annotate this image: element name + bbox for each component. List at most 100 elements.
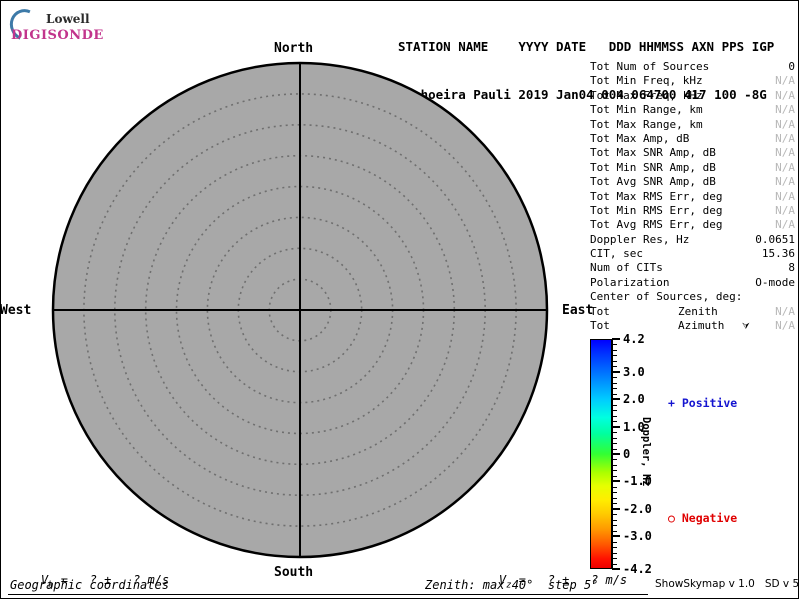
stat-label: Tot Avg RMS Err, deg: [590, 218, 723, 232]
vh-velocity-label: Vh = ? ± ? m/s: [12, 559, 169, 600]
colorbar-major-tick: [612, 370, 620, 373]
stat-row: Tot Max Amp, dB N/A: [590, 132, 795, 146]
colorbar-minor-tick: [612, 382, 617, 384]
stat-value: N/A: [775, 175, 795, 189]
stat-row: Doppler Res, Hz 0.0651: [590, 233, 795, 247]
doppler-colorbar: 4.2 3.0 2.0 1.0 0 -1.0 -2.0 -3.0 -4.2 Doppler, H…: [590, 333, 800, 575]
zenith-scale-label: Zenith: max 40° step 5°: [425, 578, 599, 592]
stat-value: N/A: [775, 160, 795, 174]
stat-row: Tot Num of Sources 0: [590, 60, 795, 74]
stat-row: Tot Avg RMS Err, deg N/A: [590, 218, 795, 232]
stat-value: N/A: [775, 189, 795, 203]
bottom-divider: [8, 594, 648, 595]
colorbar-major-tick: [612, 568, 620, 570]
colorbar-tick-label: 4.2: [623, 332, 645, 346]
colorbar-minor-tick: [612, 448, 617, 450]
stat-value: 0: [788, 60, 795, 73]
colorbar-gradient: [590, 339, 612, 569]
stat-label: Polarization: [590, 275, 670, 289]
colorbar-major-tick: [612, 425, 620, 428]
stat-value: 0.0651: [755, 232, 795, 246]
colorbar-minor-tick: [612, 464, 617, 466]
colorbar-minor-tick: [612, 525, 617, 527]
stat-label: Tot Max Freq, kHz: [590, 88, 703, 102]
colorbar-minor-tick: [612, 421, 617, 423]
stat-label: Tot Min Range, km: [590, 103, 703, 117]
colorbar-major-tick: [612, 480, 620, 483]
colorbar-minor-tick: [612, 443, 617, 445]
colorbar-minor-tick: [612, 344, 617, 346]
stat-value: O-mode: [755, 275, 795, 289]
stat-row: Tot Min Range, km N/A: [590, 103, 795, 117]
colorbar-minor-tick: [612, 514, 617, 516]
colorbar-minor-tick: [612, 432, 617, 434]
compass-label-north: North: [274, 41, 314, 56]
colorbar-major-tick: [612, 535, 620, 538]
stat-value: N/A: [775, 74, 795, 88]
stat-value: 15.36: [761, 247, 795, 261]
legend-positive: + Positive: [668, 396, 738, 410]
colorbar-minor-tick: [612, 519, 617, 521]
stat-value: N/A: [775, 218, 795, 232]
stat-label: Tot Min Freq, kHz: [590, 74, 703, 88]
stat-label: Tot Avg SNR Amp, dB: [590, 175, 716, 189]
stat-row: CIT, sec 15.36: [590, 247, 795, 261]
skymap-polar-grid: [51, 61, 549, 559]
azimuth-arrow-icon: ⮛: [742, 322, 750, 333]
colorbar-minor-tick: [612, 393, 617, 395]
compass-label-east: East: [562, 303, 594, 318]
colorbar-minor-tick: [612, 410, 617, 412]
colorbar-minor-tick: [612, 437, 617, 439]
header-columns: STATION NAME YYYY DATE DDD HHMMSS AXN PP…: [398, 39, 775, 54]
vz-subscript: z: [506, 580, 512, 591]
center-source-angle-name: Azimuth: [678, 319, 725, 333]
compass-label-south: South: [274, 565, 314, 580]
center-source-row: Tot Zenith N/A: [590, 305, 795, 319]
colorbar-minor-tick: [612, 486, 617, 488]
stat-row: Tot Max SNR Amp, dB N/A: [590, 146, 795, 160]
stat-label: Tot Min RMS Err, deg: [590, 203, 723, 217]
stat-value: N/A: [775, 131, 795, 145]
vz-velocity-label: Vz = ? ± ? m/s: [470, 559, 627, 600]
stat-label: Tot Max SNR Amp, dB: [590, 146, 716, 160]
colorbar-tick-label: 2.0: [623, 392, 645, 407]
colorbar-minor-tick: [612, 366, 617, 368]
stat-label: CIT, sec: [590, 247, 643, 261]
legend-negative: ○ Negative: [668, 511, 738, 525]
compass-label-west: West: [0, 303, 32, 318]
skymap-crosshair-axes: [53, 63, 547, 557]
colorbar-minor-tick: [612, 349, 617, 351]
center-source-row: Tot Azimuth N/A ⮛: [590, 319, 795, 333]
stat-value: N/A: [775, 146, 795, 160]
stat-row: Tot Min RMS Err, deg N/A: [590, 204, 795, 218]
colorbar-major-tick: [612, 398, 620, 401]
colorbar-major-tick: [612, 338, 620, 340]
colorbar-tick-label: -1.0: [623, 474, 652, 489]
center-source-value: N/A: [775, 304, 795, 318]
colorbar-minor-tick: [612, 355, 617, 357]
center-source-scope: Tot: [590, 304, 610, 318]
center-of-sources-header: Center of Sources, deg:: [590, 290, 795, 304]
colorbar-title: Doppler, Hz: [640, 417, 652, 487]
logo-digisonde-text: DIGISONDE: [11, 28, 104, 43]
vh-subscript: h: [48, 580, 54, 591]
stat-label: Tot Max Range, km: [590, 117, 703, 131]
vh-value: = ? ± ? m/s: [53, 573, 170, 587]
colorbar-minor-tick: [612, 558, 617, 560]
colorbar-minor-tick: [612, 475, 617, 477]
center-source-scope: Tot: [590, 319, 610, 333]
stat-row: Tot Max Freq, kHz N/A: [590, 89, 795, 103]
colorbar-tick-label: -3.0: [623, 529, 652, 544]
stat-label: Doppler Res, Hz: [590, 232, 690, 246]
stat-row: Tot Min SNR Amp, dB N/A: [590, 161, 795, 175]
stat-row: Tot Min Freq, kHz N/A: [590, 74, 795, 88]
colorbar-minor-tick: [612, 530, 617, 532]
coordinates-label: Geographic coordinates: [10, 578, 169, 592]
stat-value: N/A: [775, 203, 795, 217]
stat-label: Tot Max RMS Err, deg: [590, 189, 723, 203]
stat-row: Tot Avg SNR Amp, dB N/A: [590, 175, 795, 189]
stat-value: N/A: [775, 103, 795, 117]
version-label: ShowSkymap v 1.0 SD v 5.1: [655, 578, 800, 590]
stat-row: Tot Max Range, km N/A: [590, 118, 795, 132]
